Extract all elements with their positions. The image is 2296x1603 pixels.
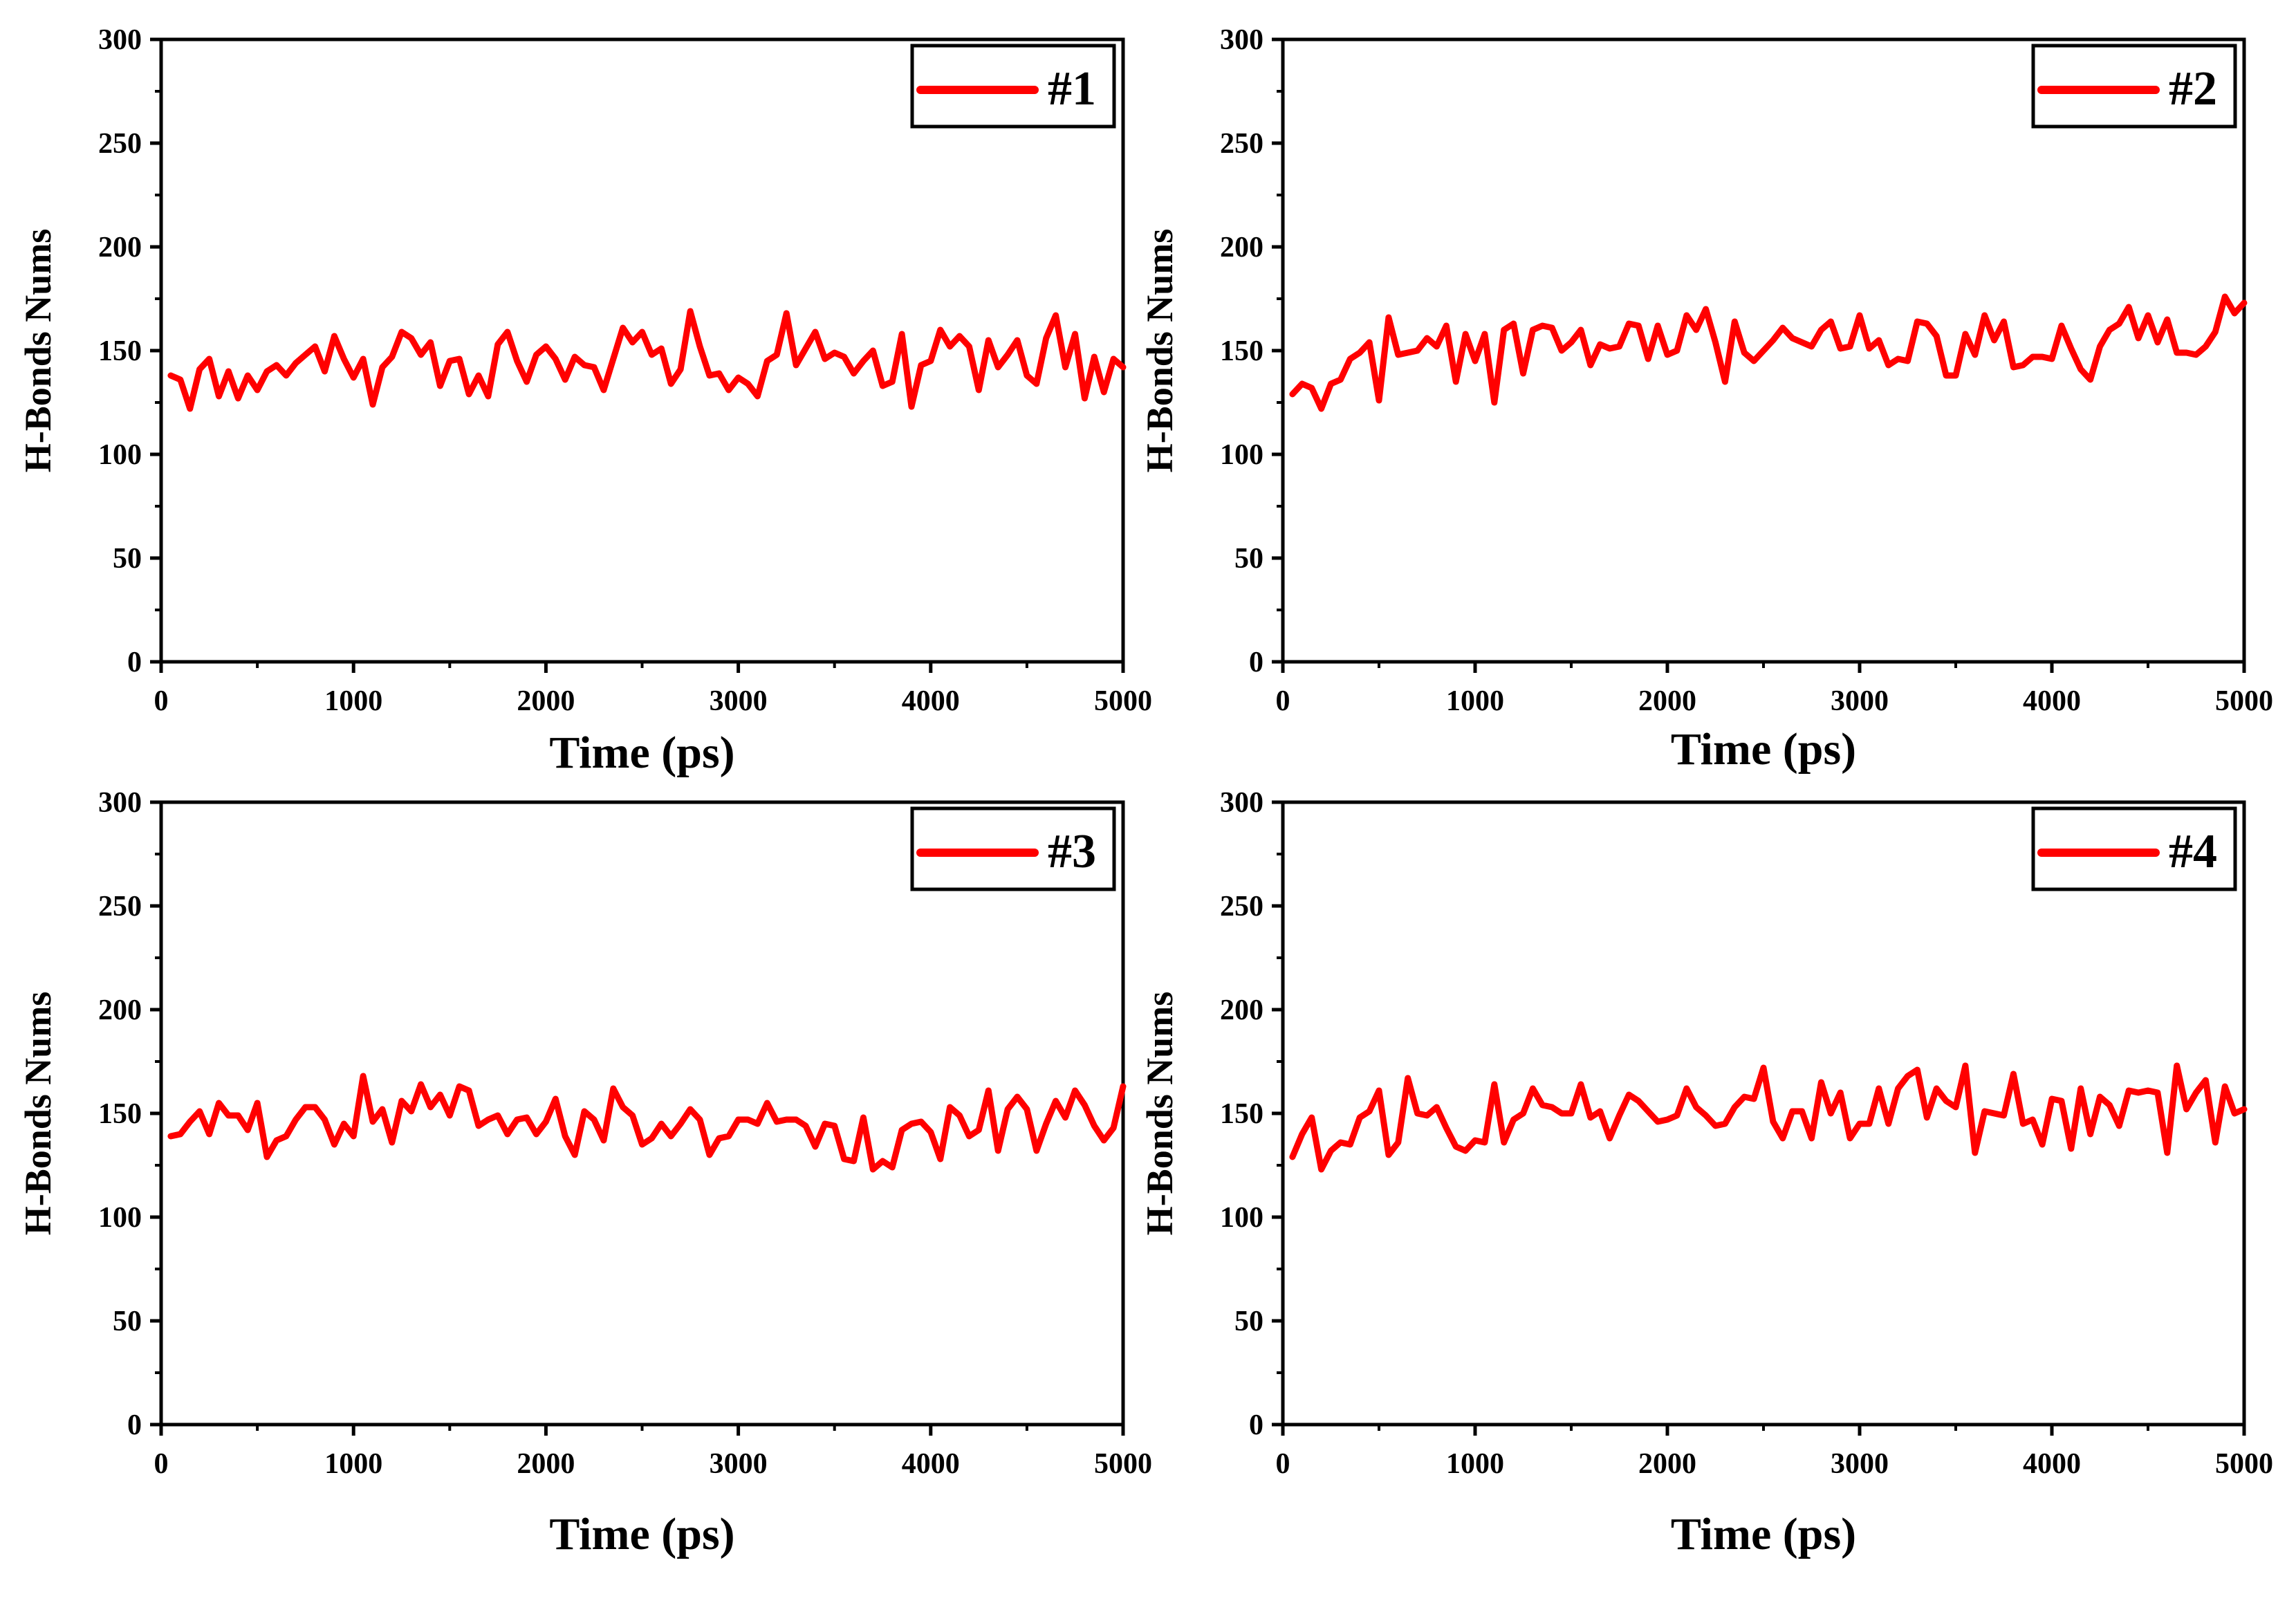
series-line [1289, 293, 2248, 412]
y-tick-label: 300 [1220, 787, 1263, 819]
x-tick-label: 0 [1276, 685, 1290, 717]
x-tick-label: 2000 [1638, 685, 1696, 717]
y-tick-label: 150 [1220, 1098, 1263, 1130]
y-tick-label: 0 [1249, 1409, 1263, 1441]
series-line [1289, 1062, 2248, 1173]
x-tick-label: 4000 [2023, 685, 2081, 717]
y-tick-label: 300 [1220, 24, 1263, 56]
x-tick-label: 5000 [2215, 1448, 2273, 1480]
y-tick-label: 200 [1220, 232, 1263, 263]
legend: #1 [910, 44, 1116, 129]
y-tick-label: 50 [113, 1306, 142, 1337]
x-axis-label: Time (ps) [549, 728, 734, 778]
x-tick-label: 5000 [2215, 685, 2273, 717]
legend-label: #1 [1048, 62, 1096, 115]
x-tick-label: 2000 [1638, 1448, 1696, 1480]
y-tick-label: 50 [113, 543, 142, 575]
x-tick-label: 4000 [2023, 1448, 2081, 1480]
y-tick-label: 100 [1220, 1202, 1263, 1234]
y-tick-label: 0 [127, 1409, 142, 1441]
plot-frame [159, 800, 1125, 1427]
x-axis-label: Time (ps) [1671, 1509, 1856, 1559]
y-tick-label: 250 [1220, 891, 1263, 923]
x-tick-label: 0 [1276, 1448, 1290, 1480]
y-tick-label: 250 [1220, 128, 1263, 160]
series-line [167, 1073, 1127, 1173]
y-axis-label: H-Bonds Nums [1139, 992, 1181, 1236]
x-tick-label: 1000 [324, 685, 382, 717]
x-tick-label: 3000 [710, 1448, 768, 1480]
y-tick-label: 0 [1249, 647, 1263, 678]
x-tick-label: 1000 [324, 1448, 382, 1480]
y-tick-label: 100 [1220, 439, 1263, 471]
x-tick-label: 2000 [517, 1448, 575, 1480]
legend-label: #4 [2169, 825, 2217, 878]
y-tick-label: 150 [98, 335, 142, 367]
y-tick-label: 300 [98, 24, 142, 56]
y-tick-label: 50 [1234, 543, 1263, 575]
y-tick-label: 50 [1234, 1306, 1263, 1337]
y-tick-label: 250 [98, 891, 142, 923]
x-tick-label: 1000 [1446, 1448, 1504, 1480]
y-axis-label: H-Bonds Nums [17, 229, 59, 473]
y-tick-label: 200 [1220, 994, 1263, 1026]
y-tick-label: 300 [98, 787, 142, 819]
y-tick-label: 150 [1220, 335, 1263, 367]
x-tick-label: 0 [154, 1448, 169, 1480]
legend-label: #3 [1048, 825, 1096, 878]
y-tick-label: 250 [98, 128, 142, 160]
y-tick-label: 100 [98, 1202, 142, 1234]
legend: #2 [2031, 44, 2237, 129]
legend-label: #2 [2169, 62, 2217, 115]
x-tick-label: 4000 [902, 1448, 960, 1480]
x-axis-label: Time (ps) [1671, 724, 1856, 775]
legend: #3 [910, 806, 1116, 891]
y-tick-label: 150 [98, 1098, 142, 1130]
x-tick-label: 5000 [1094, 1448, 1152, 1480]
x-tick-label: 3000 [1831, 685, 1889, 717]
x-tick-label: 2000 [517, 685, 575, 717]
y-tick-label: 100 [98, 439, 142, 471]
plot-frame [159, 37, 1125, 664]
y-tick-label: 200 [98, 232, 142, 263]
x-tick-label: 5000 [1094, 685, 1152, 717]
y-axis-label: H-Bonds Nums [17, 992, 59, 1236]
y-tick-label: 200 [98, 994, 142, 1026]
y-tick-label: 0 [127, 647, 142, 678]
series-line [167, 308, 1127, 412]
x-axis-label: Time (ps) [549, 1509, 734, 1559]
x-tick-label: 0 [154, 685, 169, 717]
x-tick-label: 4000 [902, 685, 960, 717]
x-tick-label: 3000 [710, 685, 768, 717]
legend: #4 [2031, 806, 2237, 891]
x-tick-label: 1000 [1446, 685, 1504, 717]
y-axis-label: H-Bonds Nums [1139, 229, 1181, 473]
x-tick-label: 3000 [1831, 1448, 1889, 1480]
